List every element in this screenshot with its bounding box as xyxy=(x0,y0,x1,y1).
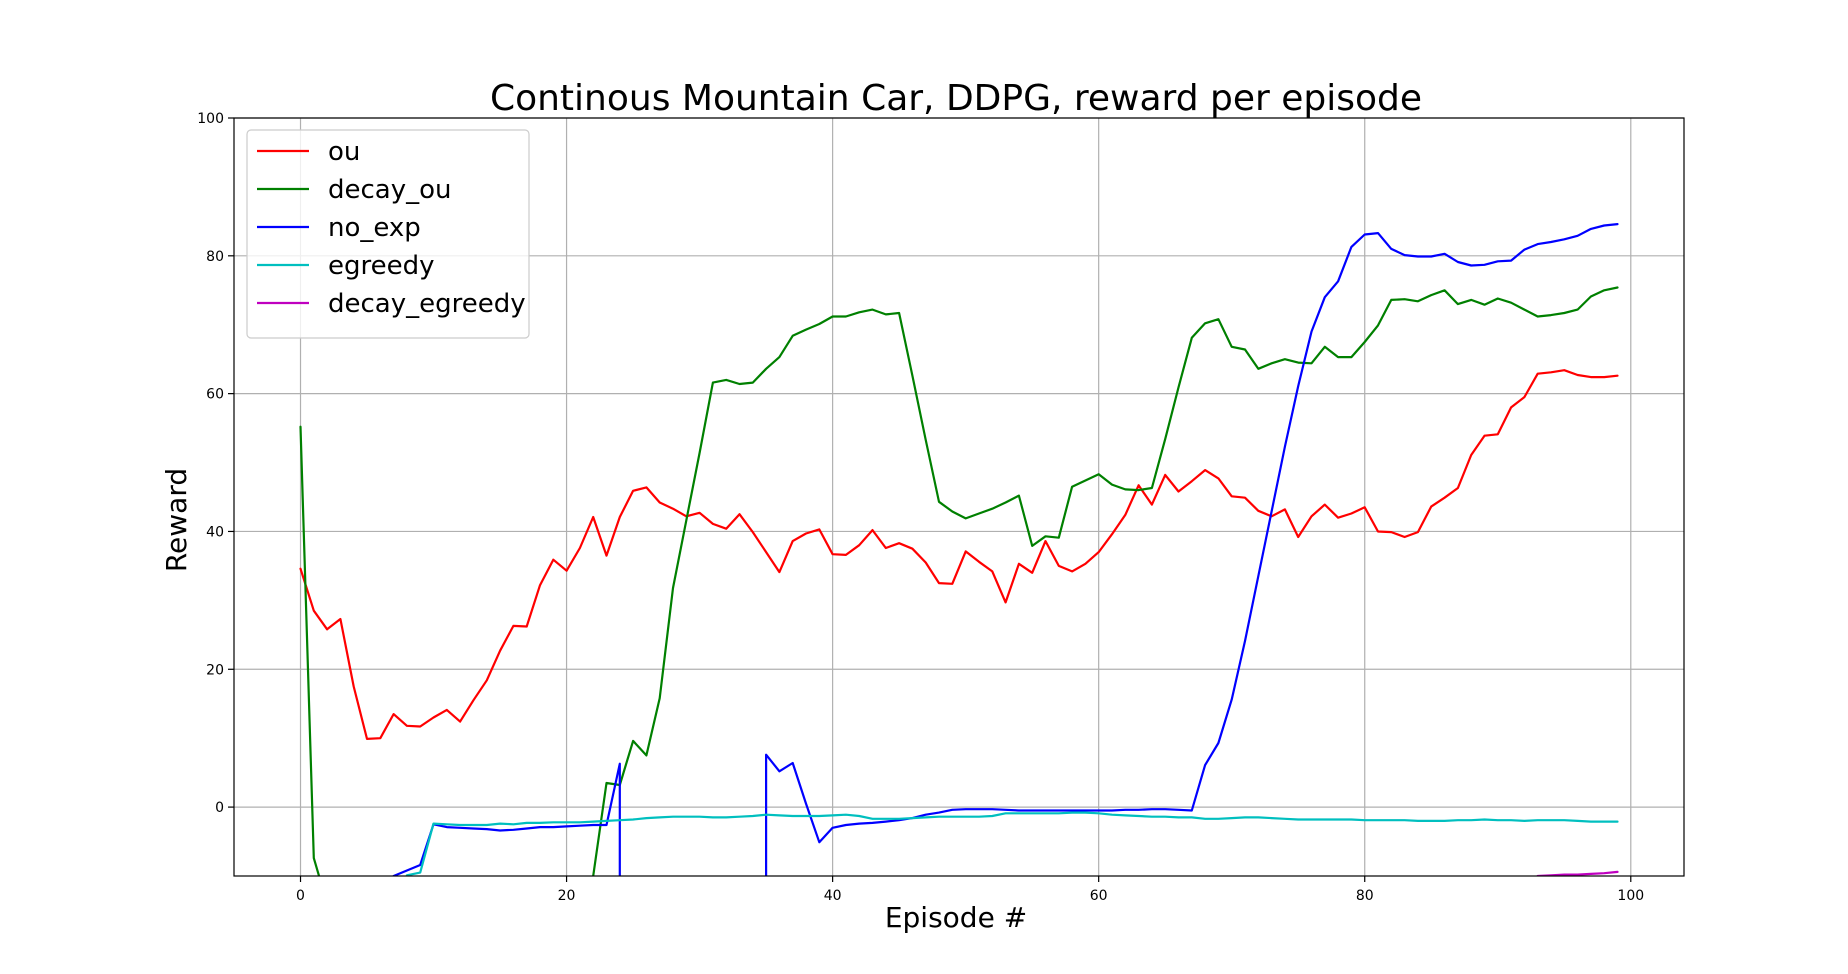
y-tick-label: 60 xyxy=(206,387,224,403)
series-lines xyxy=(299,223,1619,876)
series-line-decay-egreedy xyxy=(1536,870,1619,876)
x-tick-label: 100 xyxy=(1617,888,1644,904)
x-axis-label: Episode # xyxy=(885,901,1027,934)
series-line-no-exp xyxy=(392,223,1619,876)
x-tick-label: 40 xyxy=(824,888,842,904)
y-tick-label: 100 xyxy=(197,111,224,127)
y-axis-label: Reward xyxy=(160,468,193,572)
y-tick-label: 40 xyxy=(206,524,224,540)
axis-ticks: 0 20 40 60 80 100 0 20 40 60 80 100 xyxy=(197,111,1644,904)
legend-label-no-exp: no_exp xyxy=(328,213,421,243)
legend-box xyxy=(246,129,530,339)
legend-label-ou: ou xyxy=(328,137,360,167)
y-tick-label: 80 xyxy=(206,249,224,265)
y-tick-label: 0 xyxy=(215,800,224,816)
series-line-egreedy xyxy=(405,811,1619,876)
x-tick-label: 60 xyxy=(1090,888,1108,904)
legend-label-decay-ou: decay_ou xyxy=(328,175,452,205)
legend-label-egreedy: egreedy xyxy=(328,251,435,281)
x-tick-label: 20 xyxy=(558,888,576,904)
series-line-decay-ou xyxy=(299,286,1619,876)
x-tick-label: 80 xyxy=(1356,888,1374,904)
chart-title: Continous Mountain Car, DDPG, reward per… xyxy=(490,78,1422,119)
x-tick-label: 0 xyxy=(296,888,305,904)
y-tick-label: 20 xyxy=(206,662,224,678)
legend-label-decay-egreedy: decay_egreedy xyxy=(328,289,526,319)
series-line-ou xyxy=(299,369,1619,741)
axes-frame xyxy=(233,117,1685,877)
